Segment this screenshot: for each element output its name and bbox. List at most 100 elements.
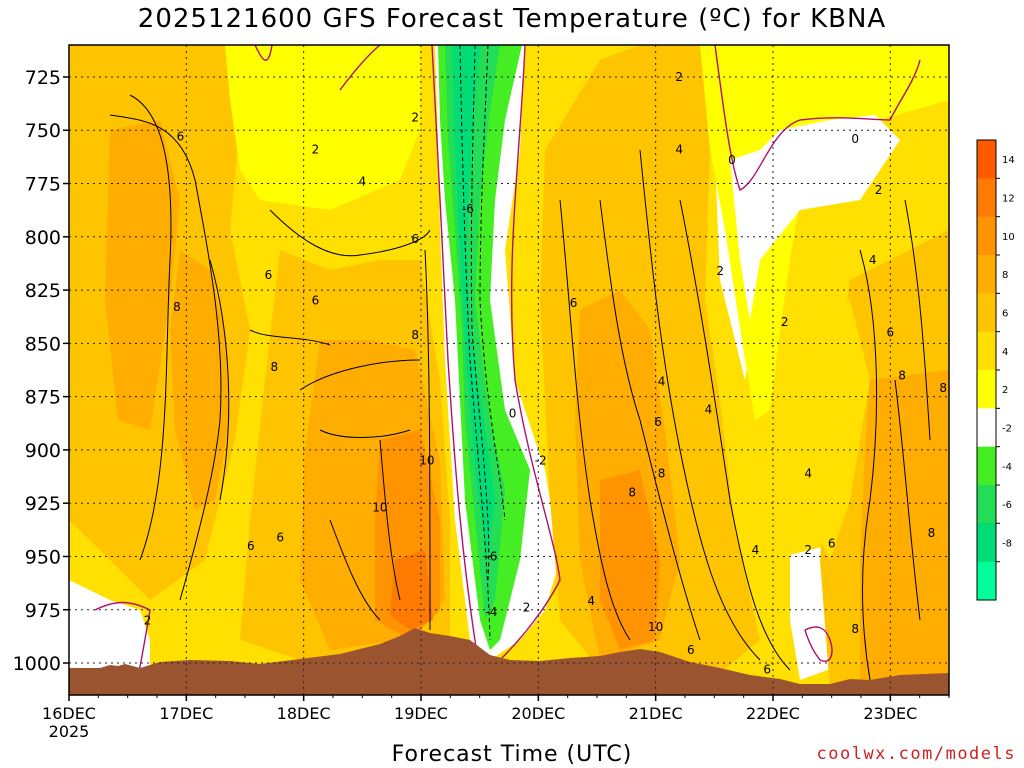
negative-contours xyxy=(459,45,506,641)
y-tick-label: 1000 xyxy=(13,653,61,675)
band-8-day23 xyxy=(860,370,949,690)
contour-label: 6 xyxy=(887,326,895,340)
contour-label: 4 xyxy=(869,253,877,267)
colorbar-swatch xyxy=(977,370,996,409)
contour-label: 8 xyxy=(628,486,636,500)
band-8-day16 xyxy=(170,250,230,510)
colorbar-swatch xyxy=(977,561,996,601)
contour-label: 8 xyxy=(898,368,906,382)
contour-label: -4 xyxy=(485,605,497,619)
colorbar-label: 14 xyxy=(1002,155,1015,166)
contour-label: 10 xyxy=(648,620,663,634)
contour-label: 2 xyxy=(804,543,812,557)
contour-label: 0 xyxy=(851,132,859,146)
contour-label: 2 xyxy=(675,70,683,84)
x-axis-title: Forecast Time (UTC) xyxy=(391,742,633,767)
band-0-day16-bottom xyxy=(69,580,150,690)
x-tick-label: 18DEC xyxy=(277,704,331,723)
contour-label: 4 xyxy=(587,594,595,608)
contour-label: -6 xyxy=(462,202,474,216)
contour-label: 4 xyxy=(752,543,760,557)
colorbar-label: -6 xyxy=(1002,500,1012,511)
x-tick-label: 17DEC xyxy=(159,704,213,723)
colorbar-label: -8 xyxy=(1002,539,1012,550)
band-2-day22 xyxy=(700,45,949,420)
colorbar-swatch xyxy=(977,255,996,294)
colorbar-swatch xyxy=(977,485,996,524)
colorbar-swatch xyxy=(977,216,996,256)
contour-label: 6 xyxy=(312,294,320,308)
contour-label: 2 xyxy=(781,315,789,329)
terrain xyxy=(69,628,949,695)
gridlines xyxy=(69,45,949,695)
contour-label: 8 xyxy=(173,300,181,314)
contour-label: 2 xyxy=(312,142,320,156)
x-tick-label: 22DEC xyxy=(746,704,800,723)
colorbar-label: -4 xyxy=(1002,462,1012,473)
contour-label: 4 xyxy=(705,402,713,416)
source-credit: coolwx.com/models xyxy=(816,744,1016,764)
contour-label: -6 xyxy=(485,549,497,563)
contour-label: 0 xyxy=(509,407,517,421)
band-2-day16-top xyxy=(225,45,420,210)
x-tick-label: 23DEC xyxy=(863,704,917,723)
contour-label: 4 xyxy=(804,466,812,480)
y-axis: 725 750 775 800 825 850 875 900 925 950 975 1000 xyxy=(13,67,69,675)
temperature-field xyxy=(69,45,949,695)
colorbar-swatch xyxy=(977,293,996,333)
contour-label: 6 xyxy=(411,232,419,246)
y-tick-label: 875 xyxy=(25,387,61,409)
contour-label: 4 xyxy=(675,142,683,156)
x-tick-label: 19DEC xyxy=(394,704,448,723)
contour-label: 6 xyxy=(763,662,771,676)
contour-labels: 6 8 2 6 6 8 6 6 10 10 8 6 4 2 2 -6 0 -2 -6 -4 2 4 6 8 10 6 6 8 6 4 4 2 4… xyxy=(144,70,947,676)
contour-label: 6 xyxy=(177,130,185,144)
contour-label: 10 xyxy=(419,454,434,468)
colorbar: 14 12 10 8 6 4 2 -2 -4 -6 -8 xyxy=(976,139,1015,601)
colorbar-label: 4 xyxy=(1002,347,1008,358)
colorbar-swatch xyxy=(977,523,996,563)
contour-label: 6 xyxy=(570,296,578,310)
y-tick-label: 775 xyxy=(25,174,61,196)
contour-label: 8 xyxy=(658,466,666,480)
y-tick-label: 825 xyxy=(25,280,61,302)
y-tick-label: 800 xyxy=(25,227,61,249)
x-axis: 16DEC 17DEC 18DEC 19DEC 20DEC 21DEC 22DEC 23DEC… xyxy=(42,695,950,741)
colorbar-swatch xyxy=(977,140,996,179)
colorbar-label: 8 xyxy=(1002,270,1008,281)
contour-label: 4 xyxy=(359,174,367,188)
y-tick-label: 925 xyxy=(25,493,61,515)
contour-label: 8 xyxy=(939,381,947,395)
x-tick-label: 21DEC xyxy=(629,704,683,723)
colorbar-swatch xyxy=(977,408,996,448)
band-8-day16b xyxy=(105,120,180,430)
contour-label: 8 xyxy=(271,360,279,374)
contour-label: 6 xyxy=(654,415,662,429)
y-tick-label: 850 xyxy=(25,333,61,355)
contour-label: 2 xyxy=(523,601,531,615)
colorbar-label: 10 xyxy=(1002,232,1015,243)
colorbar-swatch xyxy=(977,446,996,486)
contour-label: 4 xyxy=(658,375,666,389)
x-tick-label: 16DEC xyxy=(42,704,96,723)
contour-label: 6 xyxy=(828,537,836,551)
x-tick-label: 20DEC xyxy=(511,704,565,723)
contour-label: 6 xyxy=(265,268,273,282)
y-tick-label: 750 xyxy=(25,120,61,142)
y-tick-label: 950 xyxy=(25,546,61,568)
y-tick-label: 900 xyxy=(25,440,61,462)
colorbar-label: 6 xyxy=(1002,309,1008,320)
x-year-label: 2025 xyxy=(49,722,90,741)
contour-label: 6 xyxy=(687,643,695,657)
y-tick-label: 725 xyxy=(25,67,61,89)
band-4-day23 xyxy=(800,300,870,560)
colorbar-label: -2 xyxy=(1002,424,1012,435)
contour-label: 10 xyxy=(372,500,387,514)
contour-label: 6 xyxy=(276,530,284,544)
band-10-day21 xyxy=(600,470,660,650)
contour-label: 2 xyxy=(716,264,724,278)
contour-label: 2 xyxy=(144,613,152,627)
contour-label: 8 xyxy=(928,526,936,540)
colorbar-label: 2 xyxy=(1002,385,1008,396)
